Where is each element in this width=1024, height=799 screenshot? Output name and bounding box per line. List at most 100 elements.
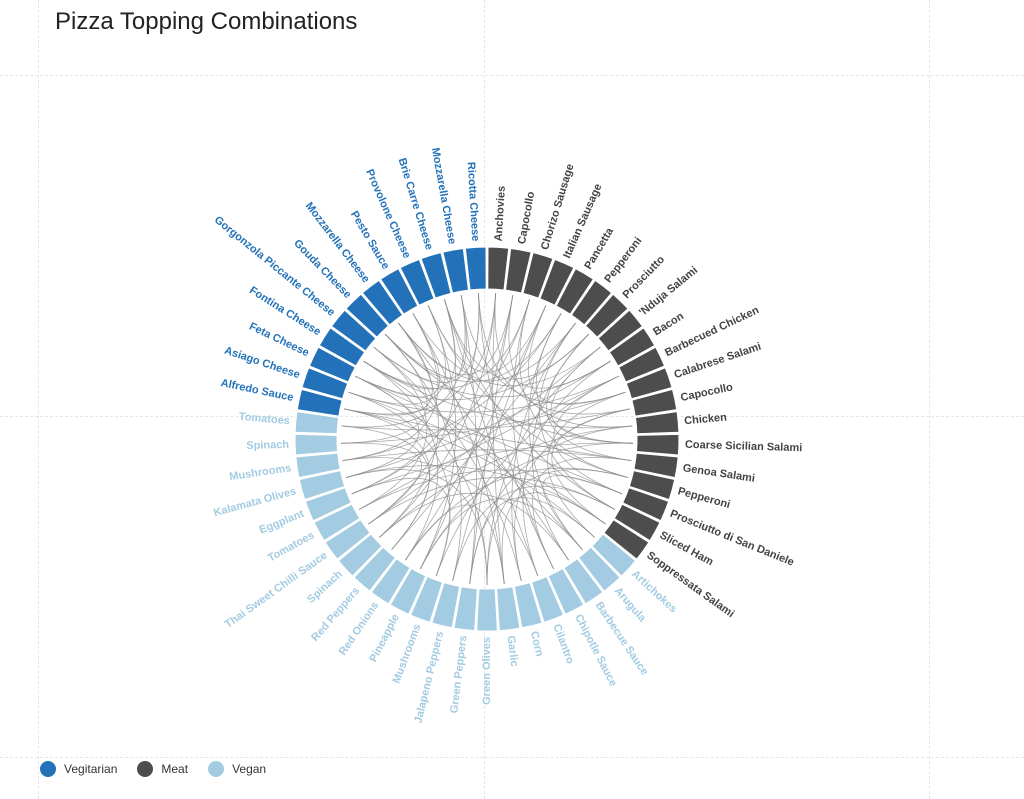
chord-link[interactable] <box>379 293 496 538</box>
chord-segment[interactable] <box>301 367 349 400</box>
chord-segment[interactable] <box>513 582 543 629</box>
chord-link[interactable] <box>351 442 633 495</box>
legend-item-vegan[interactable]: Vegan <box>208 761 266 777</box>
chord-link[interactable] <box>519 299 628 478</box>
chord-link[interactable] <box>508 295 633 428</box>
chord-link[interactable] <box>444 299 589 380</box>
chord-segment[interactable] <box>635 433 680 456</box>
chord-link[interactable] <box>385 313 562 383</box>
chord-segment[interactable] <box>296 388 343 417</box>
chord-segment[interactable] <box>628 470 676 501</box>
chord-link[interactable] <box>368 299 456 525</box>
chord-link[interactable] <box>412 313 505 585</box>
chord-segment[interactable] <box>345 293 390 338</box>
chord-segment[interactable] <box>330 309 377 352</box>
chord-link[interactable] <box>373 293 480 383</box>
chord-segment[interactable] <box>631 388 678 417</box>
chord-link[interactable] <box>344 322 433 416</box>
chord-link[interactable] <box>373 346 522 581</box>
chord-link[interactable] <box>405 467 628 561</box>
chord-segment[interactable] <box>496 586 521 632</box>
chord-segment[interactable] <box>597 309 644 352</box>
chord-link[interactable] <box>460 295 626 405</box>
chord-segment[interactable] <box>625 367 673 400</box>
chord-segment[interactable] <box>591 533 637 577</box>
chord-link[interactable] <box>341 408 630 431</box>
chord-segment[interactable] <box>304 487 352 522</box>
chord-link[interactable] <box>551 408 630 525</box>
chord-link[interactable] <box>435 375 619 577</box>
chord-link[interactable] <box>355 313 440 398</box>
chord-link[interactable] <box>538 322 616 510</box>
chord-link[interactable] <box>511 322 576 581</box>
chord-link[interactable] <box>342 449 632 461</box>
chord-segment[interactable] <box>294 411 340 435</box>
chord-segment[interactable] <box>313 503 361 542</box>
chord-segment[interactable] <box>361 279 404 326</box>
chord-link[interactable] <box>452 305 547 581</box>
chord-link[interactable] <box>342 313 562 461</box>
chord-link[interactable] <box>348 391 451 577</box>
chord-segment[interactable] <box>547 567 585 615</box>
chord-segment[interactable] <box>431 582 461 629</box>
chord-segment[interactable] <box>633 452 679 479</box>
chord-link[interactable] <box>478 293 630 415</box>
chord-link[interactable] <box>419 295 514 570</box>
chord-link[interactable] <box>512 299 555 570</box>
chord-segment[interactable] <box>453 586 478 632</box>
chord-link[interactable] <box>527 305 626 405</box>
chord-link[interactable] <box>444 299 539 577</box>
chord-link[interactable] <box>398 322 569 561</box>
chord-link[interactable] <box>460 295 478 585</box>
chord-link[interactable] <box>348 305 447 405</box>
chord-link[interactable] <box>514 408 630 581</box>
chord-link[interactable] <box>342 313 439 461</box>
chord-segment[interactable] <box>370 557 411 605</box>
chord-segment[interactable] <box>570 279 613 326</box>
chord-segment[interactable] <box>294 433 339 456</box>
chord-link[interactable] <box>348 375 619 413</box>
chord-segment[interactable] <box>442 247 470 294</box>
chord-link[interactable] <box>546 333 632 461</box>
chord-link[interactable] <box>535 313 633 444</box>
chord-segment[interactable] <box>389 567 427 615</box>
chord-link[interactable] <box>444 299 616 510</box>
chord-segment[interactable] <box>298 470 346 501</box>
chord-link[interactable] <box>358 469 623 510</box>
chord-link[interactable] <box>405 504 505 585</box>
chord-link[interactable] <box>427 305 547 373</box>
chord-segment[interactable] <box>399 258 435 306</box>
chord-link[interactable] <box>379 493 569 561</box>
chord-segment[interactable] <box>487 246 510 291</box>
chord-segment[interactable] <box>420 252 452 299</box>
chord-segment[interactable] <box>634 411 680 435</box>
chord-link[interactable] <box>494 293 611 389</box>
chord-link[interactable] <box>351 477 451 577</box>
chord-link[interactable] <box>368 346 601 525</box>
chord-link[interactable] <box>478 293 555 570</box>
chord-link[interactable] <box>550 346 633 444</box>
legend-item-vegitarian[interactable]: Vegitarian <box>40 761 117 777</box>
chord-link[interactable] <box>492 293 505 585</box>
chord-segment[interactable] <box>539 258 575 306</box>
chord-link[interactable] <box>342 457 539 577</box>
chord-segment[interactable] <box>353 546 397 592</box>
chord-segment[interactable] <box>464 246 487 291</box>
chord-segment[interactable] <box>563 557 604 605</box>
chord-link[interactable] <box>346 375 420 478</box>
chord-segment[interactable] <box>324 519 371 560</box>
chord-link[interactable] <box>398 322 576 382</box>
chord-segment[interactable] <box>622 487 670 522</box>
chord-segment[interactable] <box>555 267 595 315</box>
chord-segment[interactable] <box>522 252 554 299</box>
chord-link[interactable] <box>341 295 466 428</box>
chord-link[interactable] <box>346 469 488 586</box>
chord-segment[interactable] <box>476 588 498 632</box>
chord-segment[interactable] <box>584 293 629 338</box>
chord-segment[interactable] <box>603 519 650 560</box>
chord-link[interactable] <box>427 305 628 478</box>
chord-segment[interactable] <box>337 533 383 577</box>
chord-link[interactable] <box>341 442 422 525</box>
chord-link[interactable] <box>522 360 611 577</box>
chord-segment[interactable] <box>613 503 661 542</box>
